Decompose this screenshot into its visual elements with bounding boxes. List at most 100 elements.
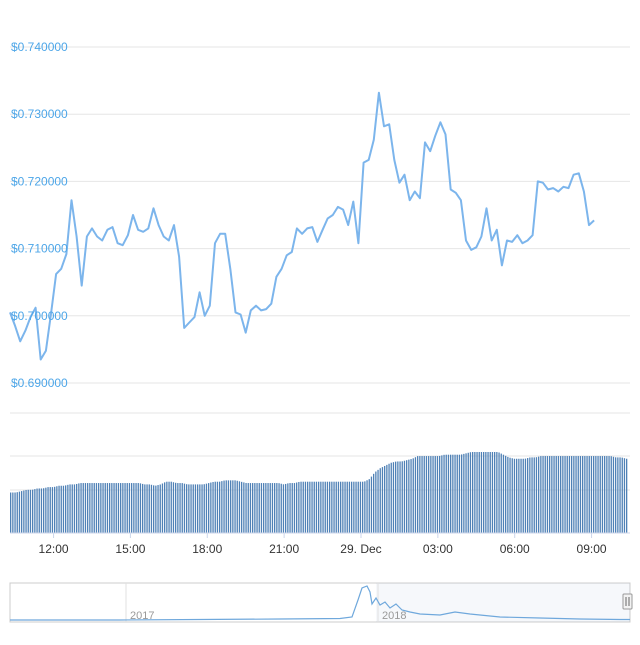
volume-bar [571, 456, 573, 533]
volume-bar [186, 484, 188, 533]
volume-bar [120, 483, 122, 533]
volume-bar [390, 462, 392, 533]
volume-bar [458, 454, 461, 533]
volume-bar [137, 483, 139, 533]
volume-bar [153, 485, 155, 533]
volume-bar [410, 459, 412, 533]
volume-bar [183, 483, 186, 533]
x-tick-label: 21:00 [269, 542, 299, 556]
volume-bar [359, 481, 362, 533]
navigator-handle[interactable] [622, 593, 633, 610]
volume-bar [318, 481, 320, 533]
x-tick-label: 06:00 [500, 542, 530, 556]
volume-bar [89, 483, 91, 533]
volume-bar [562, 456, 564, 533]
volume-bar [188, 484, 190, 533]
volume-bar [465, 453, 467, 533]
x-tick-label: 18:00 [192, 542, 222, 556]
volume-bar [502, 454, 505, 533]
volume-bar [109, 483, 111, 533]
volume-bar [381, 467, 384, 533]
volume-bar [170, 481, 172, 533]
volume-bar [606, 456, 608, 533]
volume-bar [32, 489, 34, 533]
volume-bar [122, 483, 124, 533]
volume-bar [126, 483, 128, 533]
volume-bar [483, 452, 485, 533]
volume-bar [100, 483, 102, 533]
volume-bar [474, 452, 476, 533]
volume-bar [322, 481, 324, 533]
volume-bar [366, 480, 368, 533]
volume-bar [623, 458, 626, 533]
volume-bar [269, 483, 271, 533]
volume-bar [91, 483, 93, 533]
volume-bar [601, 456, 604, 533]
volume-bar [40, 488, 43, 533]
volume-bar [615, 457, 617, 533]
volume-bar [353, 481, 355, 533]
volume-bar [14, 492, 16, 533]
volume-bar [252, 483, 254, 533]
volume-bar [454, 454, 456, 533]
volume-bar [362, 481, 364, 533]
volume-bar [450, 454, 452, 533]
volume-bar [47, 487, 49, 533]
volume-bar [60, 485, 62, 533]
volume-bar [311, 481, 313, 533]
volume-bar [175, 482, 177, 533]
volume-bar [331, 481, 333, 533]
volume-bar [280, 483, 282, 533]
volume-bar [401, 461, 403, 533]
volume-bar [267, 483, 269, 533]
volume-bar [21, 491, 23, 533]
volume-bar [593, 456, 595, 533]
volume-bar [597, 456, 599, 533]
volume-bar [384, 465, 386, 533]
volume-bar [599, 456, 601, 533]
volume-bar [159, 484, 161, 533]
volume-bar [348, 481, 351, 533]
volume-bar [155, 485, 157, 533]
volume-bar [23, 490, 25, 533]
volume-bar [73, 484, 76, 533]
volume-bar [313, 481, 315, 533]
volume-bar [610, 456, 612, 533]
volume-bar [527, 458, 529, 533]
volume-bar [201, 484, 203, 533]
navigator[interactable]: 2017 2018 [9, 582, 633, 623]
volume-bar [472, 452, 474, 533]
volume-bar [197, 484, 199, 533]
volume-bar [276, 483, 278, 533]
volume-bar [579, 456, 582, 533]
volume-bar [489, 452, 491, 533]
volume-bar [135, 483, 137, 533]
volume-bar [337, 481, 340, 533]
volume-bar [234, 480, 236, 533]
volume-bar [430, 456, 432, 533]
volume-bar [351, 481, 353, 533]
volume-bar [379, 468, 381, 533]
volume-bar [254, 483, 256, 533]
volume-bar [421, 456, 423, 533]
volume-bar [395, 461, 397, 533]
volume-bar [51, 487, 54, 533]
volume-bar [172, 482, 175, 533]
volume-bar [419, 456, 421, 533]
y-tick-label: $0.740000 [11, 40, 68, 54]
volume-bar [590, 456, 593, 533]
volume-bar [27, 489, 29, 533]
y-axis-labels: $0.740000 $0.730000 $0.720000 $0.710000 $0.7… [11, 40, 68, 390]
volume-bar [58, 485, 60, 533]
volume-bar [612, 456, 615, 533]
volume-bar [568, 456, 571, 533]
volume-bar [507, 456, 509, 533]
volume-bar [38, 488, 40, 533]
volume-bar [241, 481, 243, 533]
volume-bar [190, 484, 192, 533]
x-tick-label: 12:00 [39, 542, 69, 556]
x-tick-label: 03:00 [423, 542, 453, 556]
volume-bar [406, 460, 408, 533]
volume-bar [546, 456, 549, 533]
